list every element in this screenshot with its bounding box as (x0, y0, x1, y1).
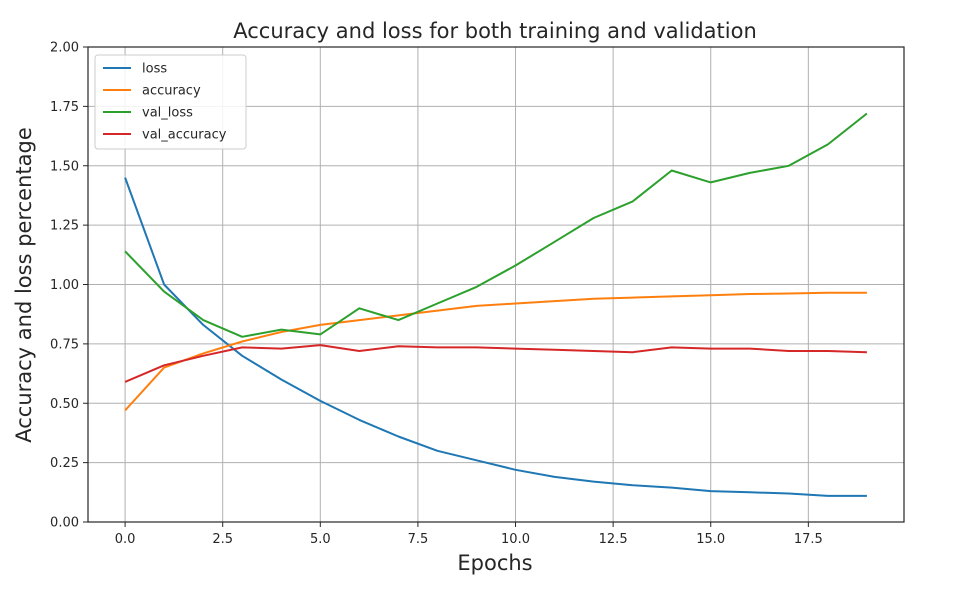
x-tick-label: 2.5 (212, 532, 233, 547)
legend-box (94, 54, 247, 150)
chart-title: Accuracy and loss for both training and … (233, 19, 757, 43)
y-axis-ticks: 0.00 0.25 0.50 0.75 1.00 1.25 1.50 1.75 2.00 (50, 41, 88, 531)
y-tick-label: 0.25 (50, 456, 79, 471)
y-tick-label: 0.50 (50, 397, 79, 412)
x-tick-label: 12.5 (599, 532, 628, 547)
x-tick-label: 5.0 (310, 532, 331, 547)
y-tick-label: 1.75 (50, 100, 79, 115)
legend-label-val-loss: val_loss (142, 106, 193, 121)
y-tick-label: 1.25 (50, 219, 79, 234)
series-line-accuracy (124, 291, 867, 412)
legend-label-val-accuracy: val_accuracy (142, 128, 227, 143)
x-tick-label: 0.0 (115, 532, 136, 547)
legend-label-loss: loss (142, 62, 167, 77)
legend-label-accuracy: accuracy (142, 84, 201, 99)
y-axis-label: Accuracy and loss percentage (12, 127, 36, 443)
y-tick-label: 1.00 (50, 278, 79, 293)
x-axis-label: Epochs (457, 551, 532, 575)
series-lines (124, 112, 868, 497)
series-line-val-accuracy (124, 344, 867, 383)
series-line-loss (124, 177, 867, 497)
y-tick-label: 1.50 (50, 159, 79, 174)
x-tick-label: 15.0 (696, 532, 725, 547)
y-tick-label: 0.00 (50, 516, 79, 531)
x-tick-label: 7.5 (408, 532, 429, 547)
y-tick-label: 0.75 (50, 337, 79, 352)
legend: loss accuracy val_loss val_accuracy (94, 54, 247, 150)
y-tick-label: 2.00 (50, 41, 79, 56)
x-tick-label: 17.5 (794, 532, 823, 547)
x-tick-label: 10.0 (501, 532, 530, 547)
series-line-val-loss (124, 112, 868, 338)
x-axis-ticks: 0.0 2.5 5.0 7.5 10.0 12.5 15.0 17.5 (115, 522, 823, 547)
